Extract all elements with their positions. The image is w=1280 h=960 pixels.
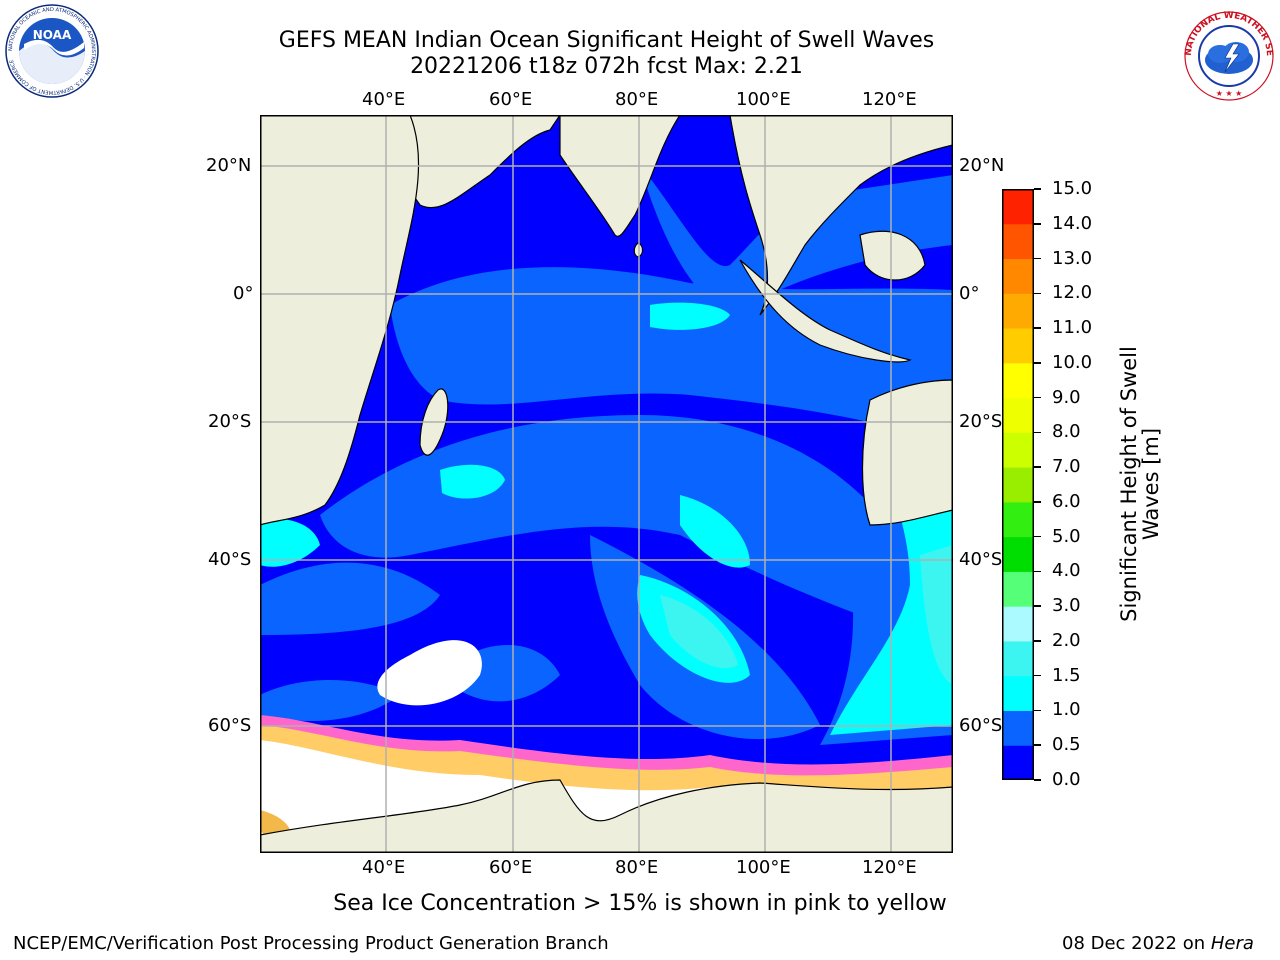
graticule (260, 115, 953, 853)
colorbar-tick-mark (1034, 223, 1041, 225)
india (559, 115, 681, 237)
colorbar-tick-mark (1034, 327, 1041, 329)
colorbar-tick-mark (1034, 292, 1041, 295)
colorbar-swatch (1002, 710, 1034, 746)
left-lat-label-0: 0° (233, 283, 254, 304)
colorbar-title: Significant Height of Swell Waves [m] (1117, 346, 1163, 622)
left-lat-label-20s: 20°S (208, 411, 252, 432)
colorbar-tick-label: 6.0 (1052, 490, 1081, 512)
right-lat-label-60s: 60°S (959, 715, 1003, 736)
colorbar-swatch (1002, 501, 1034, 538)
colorbar-tick-label: 0.5 (1052, 734, 1081, 756)
colorbar-tick-mark (1034, 744, 1041, 746)
footer-date: 08 Dec 2022 on Hera (1062, 933, 1254, 954)
colorbar-tick-label: 0.0 (1052, 769, 1081, 790)
bottom-lon-label-60e: 60°E (489, 857, 533, 878)
colorbar-swatch (1002, 432, 1034, 468)
australia (861, 379, 953, 526)
left-lat-label-40s: 40°S (208, 549, 252, 570)
left-lat-label-60s: 60°S (208, 715, 252, 736)
colorbar-tick-label: 15.0 (1052, 178, 1093, 199)
colorbar-swatch (1002, 536, 1034, 572)
colorbar-tick-label: 5.0 (1052, 525, 1081, 547)
colorbar-tick-label: 14.0 (1052, 212, 1093, 234)
chart-subtitle: 20221206 t18z 072h fcst Max: 2.21 (410, 54, 803, 79)
colorbar-tick-label: 7.0 (1052, 456, 1081, 478)
land-masses (260, 115, 953, 853)
colorbar-swatch (1002, 397, 1034, 433)
colorbar-tick-label: 11.0 (1052, 317, 1093, 339)
colorbar-tick-label: 4.0 (1052, 560, 1081, 582)
colorbar-tick-mark (1034, 605, 1041, 607)
right-lat-label-20s: 20°S (959, 411, 1003, 432)
top-lon-label-100e: 100°E (736, 89, 791, 110)
map-panel (260, 115, 953, 853)
colorbar-swatch (1002, 293, 1034, 329)
colorbar-tick-mark (1034, 640, 1041, 642)
map-border (260, 115, 953, 853)
swell-band-1p5-2m (660, 545, 953, 685)
colorbar-swatch (1002, 675, 1034, 711)
nws-logo: NATIONAL WEATHER SERVICE ★ ★ ★ (1175, 1, 1280, 102)
colorbar-tick-label: 8.0 (1052, 421, 1081, 443)
chart-title: GEFS MEAN Indian Ocean Significant Heigh… (278, 28, 935, 53)
footer-credit: NCEP/EMC/Verification Post Processing Pr… (13, 933, 609, 954)
colorbar-tick-mark (1034, 466, 1041, 468)
colorbar-tick-label: 3.0 (1052, 595, 1081, 617)
left-lat-label-20n: 20°N (206, 155, 252, 176)
host-name: Hera (1210, 933, 1254, 954)
colorbar-swatch (1002, 606, 1034, 642)
colorbar-tick-mark (1034, 779, 1041, 781)
colorbar-tick-label: 9.0 (1052, 386, 1081, 408)
colorbar-tick-label: 1.5 (1052, 664, 1081, 686)
colorbar-tick-mark (1034, 362, 1041, 364)
colorbar-swatch (1002, 640, 1034, 677)
southeast-asia (729, 115, 953, 316)
bottom-lon-label-100e: 100°E (736, 857, 791, 878)
right-lat-label-20n: 20°N (959, 155, 1005, 176)
sea-ice-caption: Sea Ice Concentration > 15% is shown in … (333, 891, 947, 916)
bottom-lon-label-120e: 120°E (862, 857, 917, 878)
top-lon-label-60e: 60°E (489, 89, 533, 110)
colorbar-tick-mark (1034, 709, 1041, 712)
colorbar-swatch (1002, 571, 1034, 607)
bottom-lon-label-40e: 40°E (362, 857, 406, 878)
colorbar (1002, 189, 1034, 781)
top-lon-label-40e: 40°E (362, 89, 406, 110)
colorbar-tick-mark (1034, 535, 1041, 538)
top-lon-label-120e: 120°E (862, 89, 917, 110)
top-lon-label-80e: 80°E (615, 89, 659, 110)
colorbar-swatch (1002, 362, 1034, 399)
colorbar-swatch (1002, 328, 1034, 364)
colorbar-swatch (1002, 467, 1034, 503)
colorbar-tick-mark (1034, 257, 1041, 260)
colorbar-tick-mark (1034, 674, 1041, 677)
colorbar-swatch (1002, 189, 1034, 225)
colorbar-tick-mark (1034, 431, 1041, 434)
svg-text:NOAA: NOAA (33, 28, 72, 42)
colorbar-tick-mark (1034, 501, 1041, 503)
colorbar-tick-mark (1034, 188, 1041, 190)
colorbar-tick-label: 13.0 (1052, 247, 1093, 269)
antarctica (260, 779, 953, 853)
colorbar-border (1002, 189, 1034, 780)
colorbar-tick-label: 10.0 (1052, 351, 1093, 373)
colorbar-tick-mark (1034, 570, 1041, 573)
bottom-lon-label-80e: 80°E (615, 857, 659, 878)
colorbar-tick-label: 2.0 (1052, 629, 1081, 651)
noaa-logo: NATIONAL OCEANIC AND ATMOSPHERIC ADMINIS… (2, 4, 102, 98)
colorbar-swatch (1002, 258, 1034, 294)
colorbar-tick-label: 12.0 (1052, 282, 1093, 304)
right-lat-label-0: 0° (959, 283, 980, 304)
right-lat-label-40s: 40°S (959, 549, 1003, 570)
colorbar-swatch (1002, 745, 1034, 781)
colorbar-tick-mark (1034, 396, 1041, 399)
swell-height-map (260, 115, 953, 853)
svg-text:★ ★ ★: ★ ★ ★ (1216, 89, 1243, 98)
colorbar-swatch (1002, 223, 1034, 260)
colorbar-tick-label: 1.0 (1052, 699, 1081, 721)
